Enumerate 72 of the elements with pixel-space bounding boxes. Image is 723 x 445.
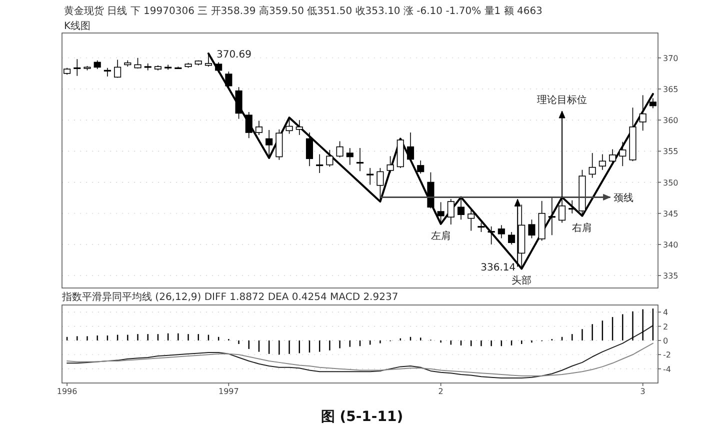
candlestick [356,148,364,172]
candlestick [276,129,283,160]
candlestick [144,63,152,71]
candlestick [437,202,444,224]
candlestick [488,226,495,245]
y-tick-label: 4 [663,308,668,318]
candlestick [286,117,293,134]
y-tick-label: 355 [663,147,678,156]
x-tick-label: 1997 [218,387,239,396]
candlestick [528,219,536,239]
y-tick-label: 340 [663,240,678,250]
candlestick [639,94,646,132]
candlestick [255,120,263,136]
annotation: 理论目标位 [537,94,588,106]
candlestick [215,62,222,74]
candlestick [346,148,354,166]
annotation: 336.14 [480,262,516,274]
candlestick [548,196,556,236]
ref-line-label: 颈线 [613,192,634,204]
candlestick [508,232,516,245]
x-tick-label: 2 [438,387,444,396]
line-series [66,325,654,379]
annotation: 头部 [512,274,532,287]
chart-title: 指数平滑异同平均线 (26,12,9) DIFF 1.8872 DEA 0.4254 MACD 2.9237 [61,291,398,303]
candlestick [447,198,454,225]
y-tick-label: 360 [663,116,678,126]
line-series [66,342,654,376]
candlestick [478,222,485,232]
candlestick [588,152,596,178]
chart-title: 黄金现货 日线 下 19970306 三 开358.39 高359.50 低351.50 收353.10 涨 -6.10 -1.70% 量1 额 4663 [64,5,542,17]
candlestick [498,224,505,239]
candlestick [114,59,122,78]
y-tick-label: 0 [663,336,668,346]
candlestick [598,154,606,170]
candlestick [417,160,424,174]
x-tick-label: 3 [640,387,646,396]
x-tick-label: 1996 [56,387,78,396]
candlestick [619,141,626,166]
chart-subtitle: K线图 [64,20,91,32]
y-tick-label: 335 [663,272,678,281]
candlestick [336,140,344,158]
annotation: 左肩 [430,230,451,242]
annotation: 右肩 [572,222,592,234]
text: 图 (5-1-11) [320,409,404,425]
y-tick-label: 345 [663,209,678,218]
candlestick [235,86,242,120]
candlestick [316,154,324,174]
candlestick [366,168,374,186]
candlestick [266,130,273,158]
candlestick [104,67,111,77]
candlestick [468,208,475,232]
candlestick [326,150,334,168]
candlestick [568,200,576,214]
annotation: 370.69 [216,50,252,61]
candlestick [386,156,394,174]
candlestick [376,168,384,202]
y-tick-label: -4 [663,364,671,374]
candlestick [558,196,566,224]
candlestick [609,148,616,165]
candlestick [225,71,232,88]
candlestick [296,120,303,136]
candlestick [406,132,414,161]
y-tick-label: 2 [663,322,668,332]
y-tick-label: 350 [663,178,678,188]
candlestick [306,132,314,166]
candlestick [134,57,142,69]
y-tick-label: -2 [663,350,671,360]
y-tick-label: 370 [663,54,678,63]
candlestick [457,198,465,220]
candlestick [245,112,252,139]
candlestick [74,58,81,76]
y-tick-label: 365 [663,84,678,94]
